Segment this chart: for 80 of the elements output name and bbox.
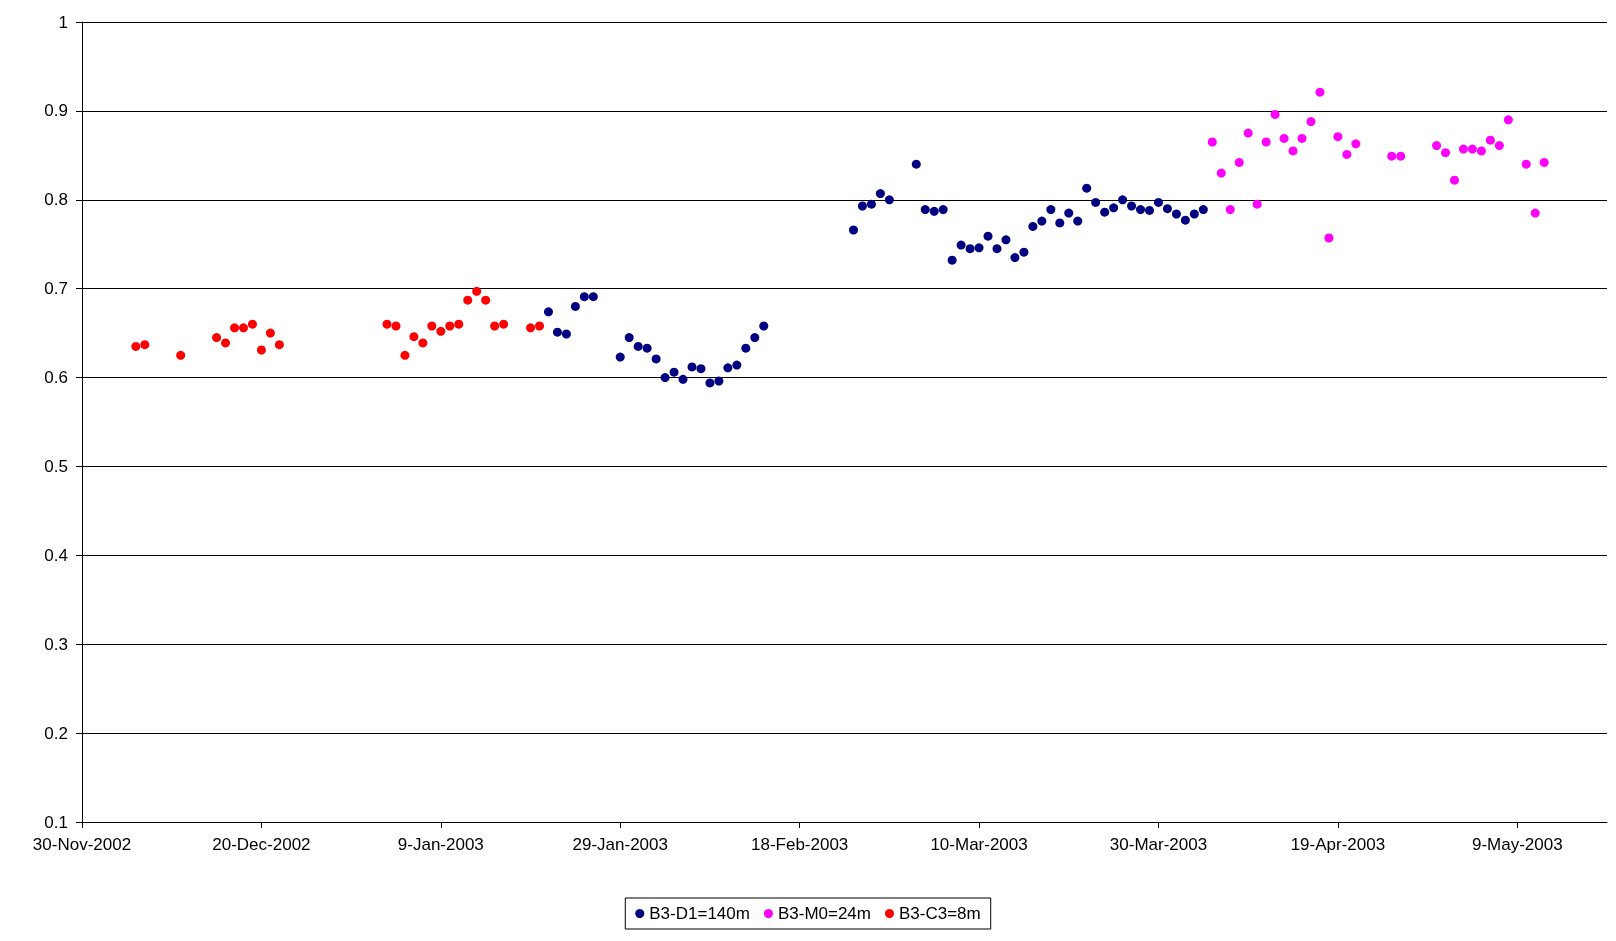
point [463, 295, 473, 305]
point [1467, 144, 1477, 154]
point [409, 332, 419, 342]
point [481, 295, 491, 305]
legend-label: B3-M0=24m [777, 904, 871, 923]
point [526, 323, 536, 333]
point [445, 321, 455, 331]
y-tick-label: 0.3 [44, 634, 68, 654]
point [1207, 137, 1217, 147]
x-tick-label: 19-Apr-2003 [1290, 835, 1386, 854]
point [1297, 133, 1307, 143]
point [535, 321, 544, 331]
point [274, 340, 284, 350]
y-tick-label: 1 [58, 12, 68, 32]
point [1485, 135, 1495, 145]
x-tick-label: 9-May-2003 [1471, 835, 1563, 854]
legend-label: B3-D1=140m [649, 904, 750, 923]
y-tick-label: 0.8 [44, 190, 68, 210]
point [131, 341, 141, 351]
point [1225, 205, 1235, 215]
point [1261, 137, 1271, 147]
point [1315, 87, 1325, 97]
point [221, 338, 231, 348]
x-tick-label: 10-Mar-2003 [930, 835, 1028, 854]
point [265, 328, 275, 338]
point [1450, 175, 1459, 185]
point [1530, 208, 1540, 218]
point [454, 319, 464, 329]
point [176, 350, 186, 360]
point [1270, 109, 1280, 119]
point [1252, 199, 1262, 209]
point [1521, 159, 1531, 169]
point [490, 321, 500, 331]
x-tick-label: 30-Nov-2002 [32, 835, 132, 854]
point [436, 326, 446, 336]
point [427, 321, 437, 331]
point [391, 321, 401, 331]
x-tick-label: 29-Jan-2003 [572, 835, 668, 854]
point [400, 350, 410, 360]
point [230, 323, 239, 333]
point [1216, 168, 1226, 178]
point [499, 319, 509, 329]
point [1306, 117, 1316, 127]
x-tick-label: 20-Dec-2002 [212, 835, 311, 854]
point [1342, 149, 1352, 159]
point [1432, 141, 1442, 151]
point [247, 319, 257, 329]
x-tick-label: 30-Mar-2003 [1109, 835, 1208, 854]
point [1387, 151, 1397, 161]
point [1396, 151, 1406, 161]
point [140, 340, 150, 350]
y-tick-label: 0.6 [44, 368, 68, 388]
point [382, 319, 392, 329]
point [1333, 132, 1343, 142]
y-tick-label: 0.7 [44, 279, 68, 299]
point [1351, 139, 1361, 149]
point [1441, 148, 1451, 158]
point [1288, 146, 1298, 156]
y-tick-label: 0.5 [44, 456, 68, 476]
point [418, 338, 428, 348]
x-tick-label: 9-Jan-2003 [397, 835, 484, 854]
point [238, 323, 248, 333]
point [1243, 128, 1253, 138]
y-tick-label: 0.9 [44, 101, 68, 121]
x-tick-label: 18-Feb-2003 [750, 835, 849, 854]
y-tick-label: 0.4 [44, 545, 68, 565]
point [1503, 115, 1513, 125]
point [1279, 133, 1289, 143]
point [256, 345, 266, 355]
point [212, 333, 222, 343]
point [1234, 157, 1244, 167]
legend-label: B3-C3=8m [898, 904, 981, 923]
point [1458, 144, 1468, 154]
point [1324, 233, 1334, 243]
y-tick-label: 0.1 [44, 812, 68, 832]
point [1539, 157, 1549, 167]
point [1476, 146, 1486, 156]
point [1494, 141, 1504, 151]
y-tick-label: 0.2 [44, 723, 68, 743]
point [472, 286, 482, 296]
